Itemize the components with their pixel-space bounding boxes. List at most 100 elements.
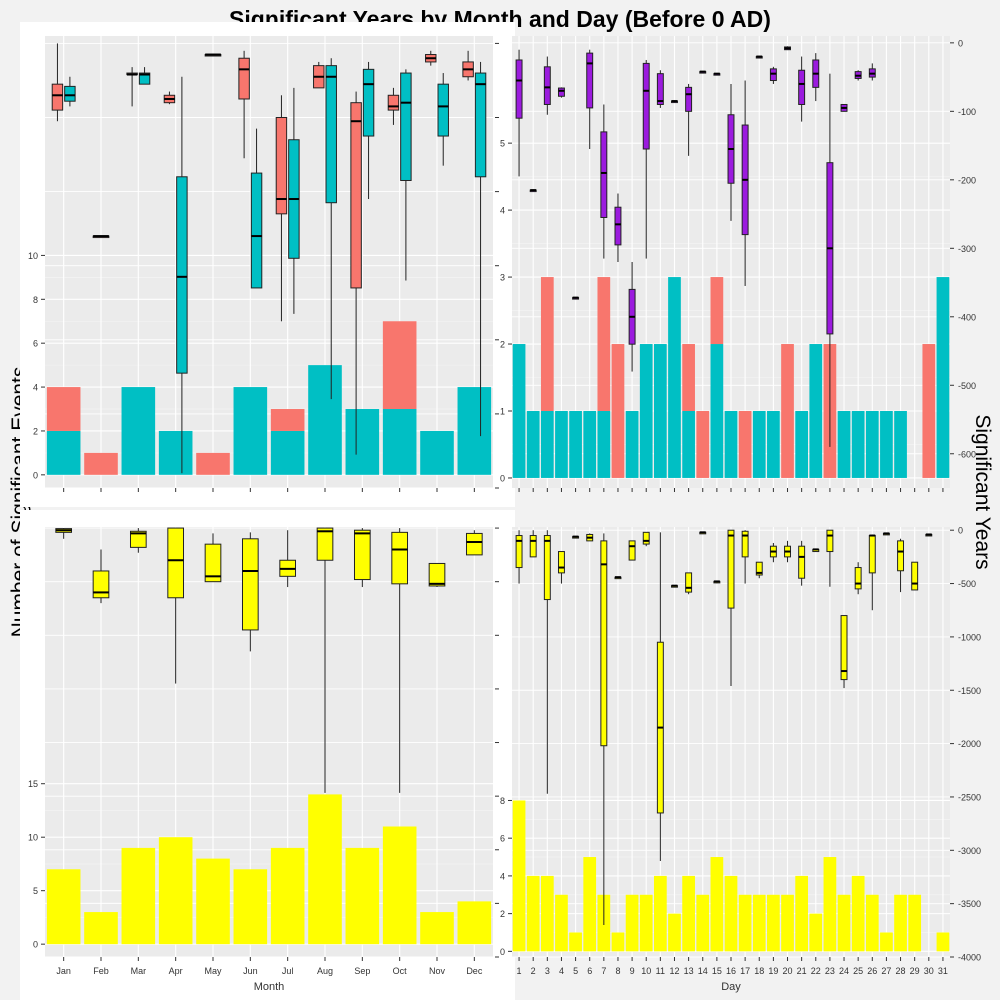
x-tick-label: 10 — [641, 966, 651, 976]
x-tick-label: Jul — [282, 966, 294, 976]
x-tick-label: 13 — [684, 966, 694, 976]
bar — [781, 344, 794, 478]
box — [826, 529, 834, 553]
right-tick-label: 0 — [958, 526, 963, 536]
x-tick-label: 6 — [587, 966, 592, 976]
box — [400, 72, 412, 181]
box — [204, 543, 222, 583]
bar — [233, 869, 268, 945]
box — [557, 87, 565, 97]
box — [51, 83, 64, 111]
x-tick-label: 29 — [910, 966, 920, 976]
x-tick-label: 4 — [559, 966, 564, 976]
bar — [653, 344, 667, 478]
bar — [781, 894, 794, 952]
right-tick-label: -300 — [958, 244, 976, 254]
x-tick-label: 7 — [601, 966, 606, 976]
y-tick-label: 2 — [500, 340, 505, 350]
bar — [865, 410, 879, 478]
bar — [46, 387, 81, 431]
box — [642, 62, 650, 150]
bar — [724, 410, 738, 478]
bar — [767, 410, 780, 478]
x-tick-label: 14 — [698, 966, 708, 976]
right-tick-label: -200 — [958, 175, 976, 185]
box — [769, 68, 777, 82]
bar — [823, 857, 837, 952]
x-tick-label: 21 — [797, 966, 807, 976]
bar — [526, 875, 540, 952]
x-tick-label: 11 — [656, 966, 665, 976]
box — [238, 57, 250, 100]
bar — [880, 932, 893, 952]
x-tick-label: Mar — [131, 966, 147, 976]
bar — [540, 277, 554, 411]
plot-background — [45, 527, 493, 957]
right-tick-label: -3500 — [958, 899, 981, 909]
bar — [682, 410, 695, 478]
box — [586, 52, 594, 109]
y-tick-label: 3 — [500, 273, 505, 283]
box — [798, 545, 806, 579]
y-tick-label: 0 — [500, 947, 505, 957]
bar — [696, 410, 710, 478]
bar — [880, 410, 893, 478]
box — [557, 551, 565, 574]
x-tick-label: 31 — [938, 966, 948, 976]
y-tick-label: 8 — [500, 796, 505, 806]
box — [250, 172, 263, 289]
bar — [894, 410, 907, 478]
bar — [420, 912, 454, 945]
x-tick-label: Jun — [243, 966, 258, 976]
x-tick-label: 15 — [712, 966, 722, 976]
bar — [851, 410, 865, 478]
x-tick-label: 30 — [924, 966, 934, 976]
x-tick-label: 18 — [754, 966, 764, 976]
bar — [738, 410, 752, 478]
x-tick-label: 25 — [853, 966, 863, 976]
panel-bottom-left: 0 5 10 15 Jan Feb Mar Apr May Jun Jul Aug Sep Oct Nov D… — [28, 527, 499, 993]
box — [428, 562, 446, 587]
box — [353, 529, 371, 581]
bar — [696, 894, 710, 952]
box — [129, 530, 147, 548]
bar — [512, 800, 526, 952]
box — [437, 83, 449, 137]
right-tick-label: -4000 — [958, 953, 981, 963]
bar — [936, 932, 950, 952]
y-tick-label: 0 — [33, 940, 38, 950]
box — [854, 567, 862, 590]
bar — [555, 894, 568, 952]
x-tick-label: Apr — [169, 966, 183, 976]
bar — [270, 430, 305, 475]
bar — [597, 410, 611, 478]
bar — [752, 410, 766, 478]
bar — [908, 894, 922, 952]
bar — [668, 277, 681, 478]
x-tick-label: 16 — [726, 966, 736, 976]
bar — [158, 837, 193, 945]
bar — [795, 410, 809, 478]
bar — [308, 794, 342, 945]
box — [387, 94, 400, 111]
box — [515, 59, 523, 119]
x-tick-label: 2 — [531, 966, 536, 976]
box — [727, 529, 735, 609]
right-tick-label: -2000 — [958, 739, 981, 749]
right-tick-label: -100 — [958, 107, 976, 117]
box — [465, 532, 483, 556]
y-tick-label: 10 — [28, 251, 38, 261]
box — [325, 65, 337, 204]
box — [755, 561, 763, 576]
box — [656, 73, 664, 105]
bar — [639, 894, 653, 952]
x-axis-title: Day — [721, 981, 741, 993]
bar — [382, 321, 417, 410]
x-tick-label: 12 — [669, 966, 679, 976]
right-tick-label: 0 — [958, 38, 963, 48]
bar — [46, 869, 81, 945]
x-tick-label: 22 — [811, 966, 821, 976]
bar — [121, 387, 156, 475]
bar — [420, 430, 454, 475]
